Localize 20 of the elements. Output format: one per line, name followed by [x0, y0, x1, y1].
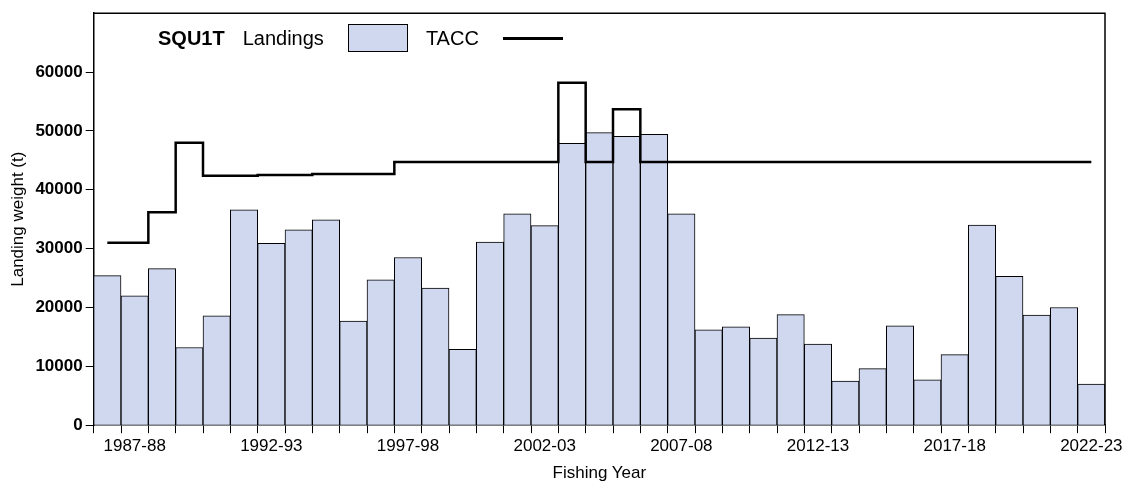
x-tick-label: 2012-13	[786, 436, 850, 456]
legend-label: Landings	[242, 26, 324, 50]
y-tick-label: 50000	[35, 120, 83, 140]
y-tick-label: 60000	[35, 61, 83, 81]
legend-label: TACC	[425, 26, 479, 50]
y-axis-title: Landing weight (t)	[7, 151, 27, 287]
x-tick-label: 2002-03	[513, 436, 576, 456]
x-tick-label: 1987-88	[103, 436, 166, 456]
y-tick-label: 30000	[35, 238, 83, 258]
x-tick-label: 1997-98	[376, 436, 440, 456]
y-tick-label: 20000	[35, 297, 83, 317]
x-tick-label: 2007-08	[650, 436, 713, 456]
y-tick-label: 0	[73, 414, 83, 434]
y-tick-label: 10000	[35, 356, 83, 376]
x-tick-label: 2022-23	[1060, 436, 1123, 456]
y-tick-label: 40000	[35, 179, 83, 199]
x-axis-title: Fishing Year	[552, 463, 647, 483]
x-tick-label: 2017-18	[923, 436, 986, 456]
x-tick-label: 1992-93	[240, 436, 303, 456]
text: SQU1T	[158, 26, 225, 50]
